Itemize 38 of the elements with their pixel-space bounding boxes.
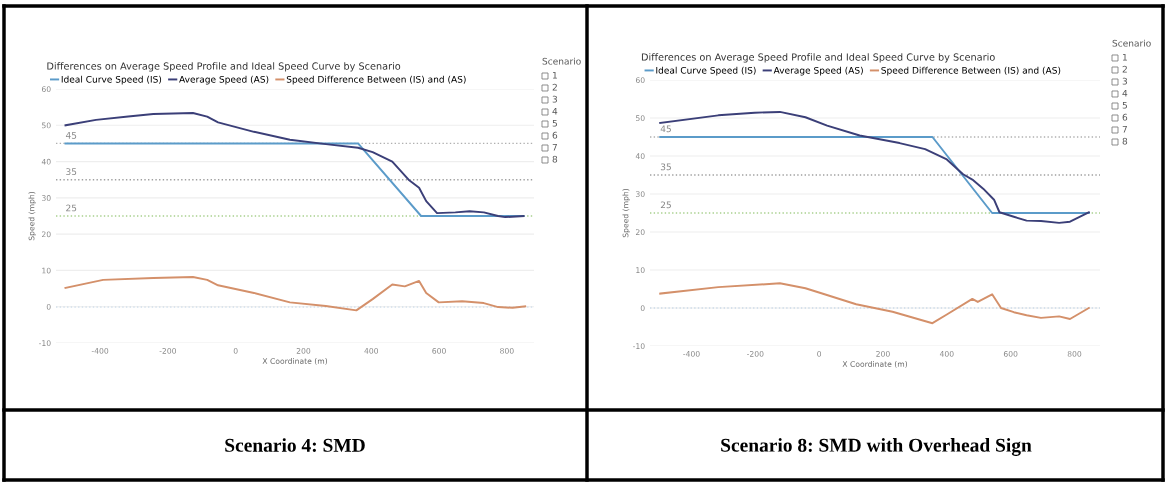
text: 5 xyxy=(1122,101,1127,109)
text: 8 xyxy=(552,155,558,163)
text: 1 xyxy=(552,71,557,79)
ref-line-label: 25 xyxy=(66,204,77,212)
ref-line-label: 45 xyxy=(660,125,671,133)
text: 3 xyxy=(1122,77,1128,85)
text: Scenario xyxy=(542,57,581,65)
legend-label: Speed Difference Between (IS) and (AS) xyxy=(286,75,466,85)
text: 7 xyxy=(552,143,557,151)
line-series xyxy=(64,275,527,312)
text: 1 xyxy=(1122,53,1127,61)
text: 7 xyxy=(1122,125,1127,133)
text: 4 xyxy=(552,107,558,115)
text: Scenario 4: SMD xyxy=(225,438,365,452)
text: Scenario xyxy=(1112,39,1151,47)
ref-line-label: 25 xyxy=(660,201,671,209)
legend-label: Ideal Curve Speed (IS) xyxy=(656,66,756,76)
text: 6 xyxy=(1122,113,1128,121)
legend-label: Average Speed (AS) xyxy=(773,66,863,76)
line-series xyxy=(659,110,1090,224)
legend-label: Ideal Curve Speed (IS) xyxy=(61,75,162,85)
line-series xyxy=(64,111,525,219)
chart-title: Differences on Average Speed Profile and Ideal Speed Curve by Scenario xyxy=(47,62,401,72)
text: 2 xyxy=(1122,65,1127,73)
text: 8 xyxy=(1122,137,1128,145)
ref-line-label: 35 xyxy=(660,163,671,171)
chart-title: Differences on Average Speed Profile and Ideal Speed Curve by Scenario xyxy=(641,53,995,63)
text: 6 xyxy=(552,131,558,139)
text: Scenario 8: SMD with Overhead Sign xyxy=(721,438,1032,456)
text: 3 xyxy=(552,95,558,103)
legend-label: Average Speed (AS) xyxy=(179,75,269,85)
line-series xyxy=(659,282,1090,325)
text: 5 xyxy=(552,119,557,127)
text: 4 xyxy=(1122,89,1128,97)
text: 2 xyxy=(552,83,557,91)
legend-label: Speed Difference Between (IS) and (AS) xyxy=(881,66,1061,76)
ref-line-label: 35 xyxy=(66,168,77,176)
ref-line-label: 45 xyxy=(65,132,77,139)
